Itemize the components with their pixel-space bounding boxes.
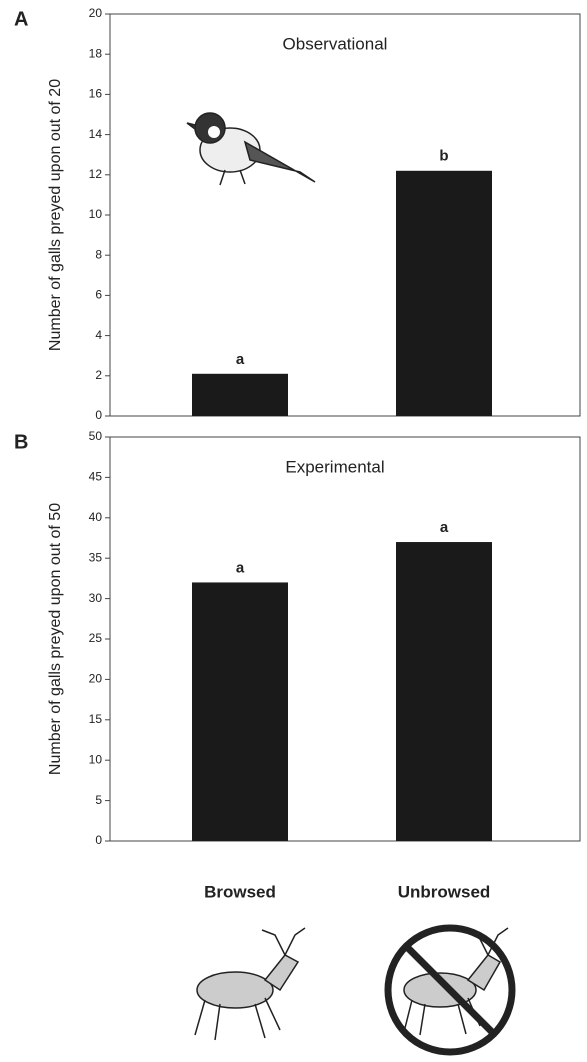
y-axis-label: Number of galls preyed upon out of 50 <box>47 503 64 775</box>
y-tick-label: 6 <box>95 288 102 302</box>
y-tick-label: 20 <box>89 672 103 686</box>
y-tick-label: 18 <box>89 46 103 60</box>
y-tick-label: 16 <box>89 87 103 101</box>
panel-label: B <box>14 431 28 453</box>
y-tick-label: 12 <box>89 167 103 181</box>
significance-label: a <box>440 519 449 536</box>
y-tick-label: 2 <box>95 368 102 382</box>
y-tick-label: 10 <box>89 752 103 766</box>
significance-label: a <box>236 559 245 576</box>
bar <box>192 373 288 416</box>
x-tick-label: Unbrowsed <box>398 882 491 901</box>
plot-frame <box>109 13 581 417</box>
y-tick-label: 35 <box>89 550 103 564</box>
y-tick-label: 50 <box>89 429 103 443</box>
chart-title: Observational <box>283 34 388 53</box>
elk-browsed-illustration <box>194 927 306 1041</box>
elk-unbrowsed-illustration <box>384 924 516 1056</box>
y-tick-label: 10 <box>89 207 103 221</box>
y-tick-label: 40 <box>89 510 103 524</box>
y-tick-label: 4 <box>95 328 102 342</box>
panel-label: A <box>14 8 28 30</box>
y-tick-label: 0 <box>95 408 102 422</box>
plot-frame <box>109 436 581 842</box>
y-tick-label: 45 <box>89 470 103 484</box>
y-tick-label: 8 <box>95 247 102 261</box>
x-tick-label: Browsed <box>204 882 276 901</box>
bar <box>396 170 492 416</box>
y-tick-label: 30 <box>89 591 103 605</box>
bar <box>396 542 492 841</box>
significance-label: a <box>236 351 245 368</box>
y-axis-label: Number of galls preyed upon out of 20 <box>47 79 64 351</box>
significance-label: b <box>439 148 448 165</box>
y-tick-label: 0 <box>95 833 102 847</box>
y-tick-label: 15 <box>89 712 103 726</box>
y-tick-label: 14 <box>89 127 103 141</box>
y-tick-label: 25 <box>89 631 103 645</box>
bird-illustration <box>186 112 316 186</box>
y-tick-label: 20 <box>89 6 103 20</box>
chart-title: Experimental <box>285 457 384 476</box>
bar <box>192 582 288 841</box>
y-tick-label: 5 <box>95 793 102 807</box>
